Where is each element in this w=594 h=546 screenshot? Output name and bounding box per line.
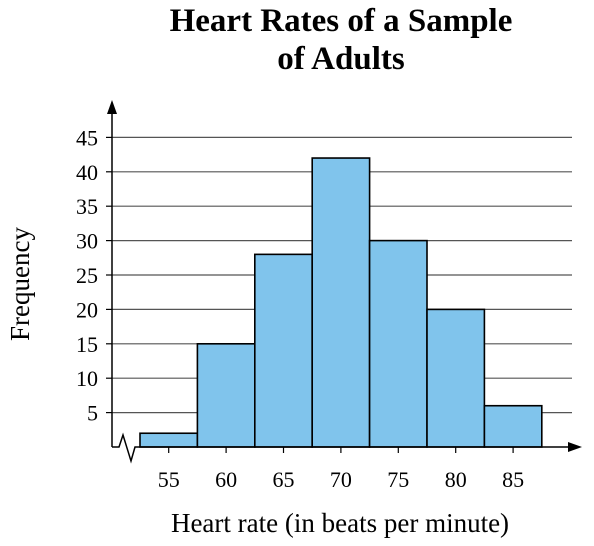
- y-tick-label: 45: [76, 125, 98, 150]
- y-tick-label: 40: [76, 160, 98, 185]
- y-axis-title: Frequency: [5, 227, 35, 341]
- y-tick-label: 15: [76, 332, 98, 357]
- y-tick-label: 5: [87, 401, 98, 426]
- axis-break-mark: [112, 432, 138, 464]
- histogram-bar: [139, 432, 199, 448]
- histogram-bar: [311, 157, 371, 448]
- y-tick-label: 20: [76, 297, 98, 322]
- chart-title-line-1: Heart Rates of a Sample: [169, 3, 513, 39]
- chart-title: Heart Rates of a Sample of Adults: [0, 2, 594, 78]
- histogram-bar: [368, 239, 428, 448]
- x-axis-arrow: [568, 442, 582, 452]
- histogram-bar: [196, 342, 256, 448]
- x-tick-label: 80: [445, 467, 467, 492]
- y-tick-label: 10: [76, 366, 98, 391]
- y-tick-label: 30: [76, 229, 98, 254]
- bars: [139, 157, 543, 448]
- y-tick-labels: 5 10 15 20 25 30 35 40 45: [76, 125, 98, 425]
- x-tick-label: 55: [158, 467, 180, 492]
- y-tick-label: 25: [76, 263, 98, 288]
- y-axis-arrow: [107, 100, 117, 114]
- x-tick-labels: 55 60 65 70 75 80 85: [158, 447, 524, 492]
- histogram-bar: [426, 308, 486, 448]
- x-axis-title: Heart rate (in beats per minute): [171, 508, 509, 538]
- x-tick-label: 75: [387, 467, 409, 492]
- x-tick-label: 70: [330, 467, 352, 492]
- histogram-bar: [254, 253, 314, 448]
- x-tick-label: 85: [502, 467, 524, 492]
- axes: [107, 100, 582, 464]
- y-tick-label: 35: [76, 194, 98, 219]
- histogram-bar: [483, 404, 543, 448]
- x-tick-label: 60: [215, 467, 237, 492]
- chart-title-line-2: of Adults: [277, 41, 405, 77]
- x-tick-label: 65: [273, 467, 295, 492]
